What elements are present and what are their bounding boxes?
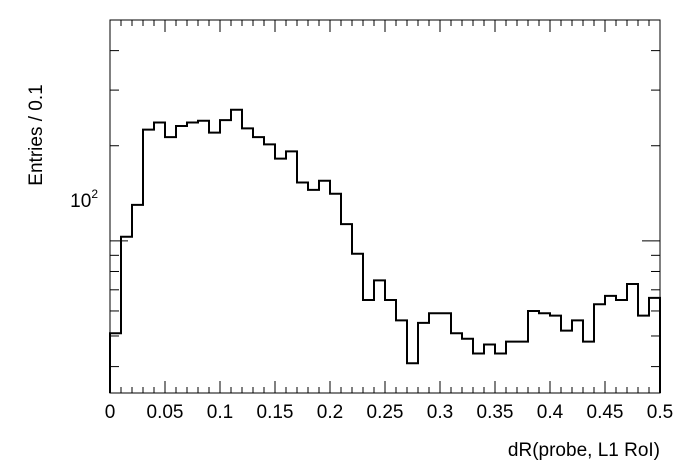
y-tick-label-100: 102 [70,187,98,212]
x-tick-label: 0.25 [367,402,404,423]
x-tick-label: 0.45 [587,402,624,423]
plot-frame [109,19,661,394]
x-tick-label: 0.2 [317,402,343,423]
histogram-outline [109,108,661,393]
x-tick-label: 0.4 [537,402,564,423]
x-tick-label: 0.15 [257,402,294,423]
x-tick-label: 0.05 [147,402,184,423]
minor-ticks [120,20,650,393]
x-axis-ticks: 0 0.05 0.1 0.15 0.2 0.25 0.3 0.35 0.4 0.45 0.5 [105,20,673,423]
x-tick-label: 0.1 [207,402,233,423]
x-tick-label: 0.5 [647,402,673,423]
y-axis-ticks [110,19,660,368]
x-tick-label: 0.35 [477,402,514,423]
x-axis-label: dR(probe, L1 RoI) [508,440,660,461]
y-axis-label: Entries / 0.1 [26,84,47,185]
x-tick-label: 0.3 [427,402,453,423]
x-tick-label: 0 [105,402,116,423]
